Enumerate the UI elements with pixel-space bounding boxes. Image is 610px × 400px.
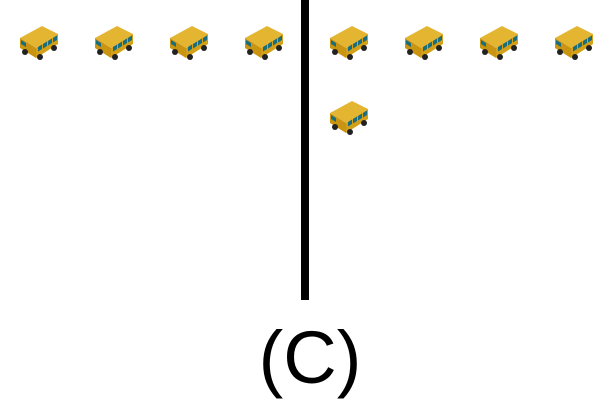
school-bus-icon	[16, 16, 62, 62]
option-label: (C)	[258, 316, 362, 399]
school-bus-icon	[326, 16, 372, 62]
school-bus-icon	[326, 91, 372, 137]
school-bus-icon	[401, 16, 447, 62]
vertical-divider	[301, 0, 309, 300]
school-bus-icon	[476, 16, 522, 62]
school-bus-icon	[166, 16, 212, 62]
school-bus-icon	[551, 16, 597, 62]
school-bus-icon	[241, 16, 287, 62]
school-bus-icon	[91, 16, 137, 62]
